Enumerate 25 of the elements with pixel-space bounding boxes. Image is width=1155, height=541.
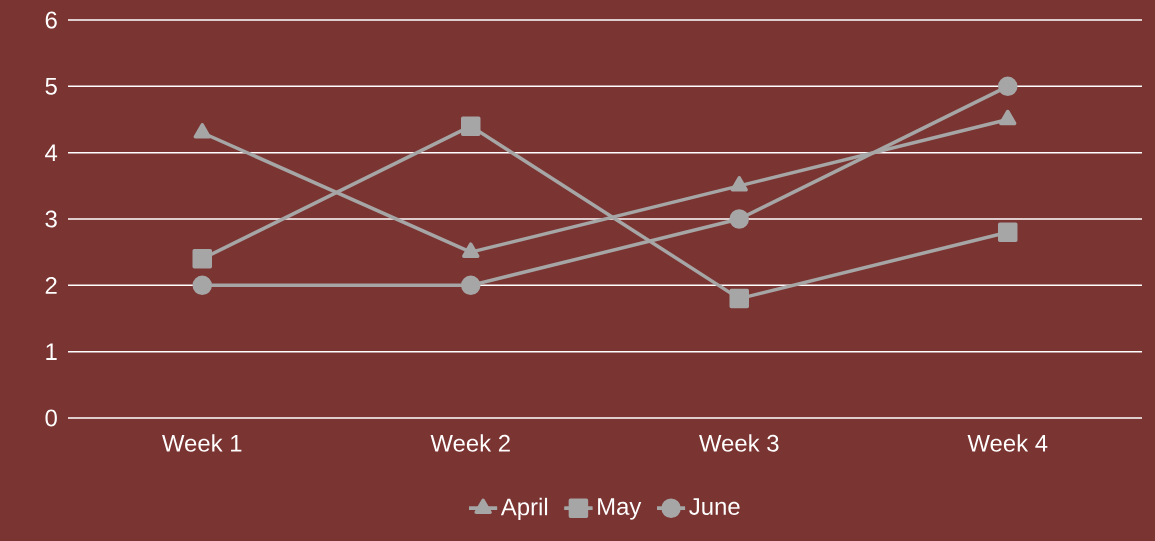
y-tick-label: 2	[45, 276, 57, 294]
point	[192, 249, 212, 269]
y-tick-label: 5	[45, 77, 57, 95]
y-tick-label: 6	[45, 11, 57, 29]
x-tick-label: Week 1	[162, 434, 242, 452]
y-tick-label: 1	[46, 343, 57, 360]
x-tick-label: Week 3	[699, 434, 779, 452]
point	[729, 209, 749, 229]
legend-label: May	[598, 498, 642, 520]
point	[997, 76, 1018, 97]
point	[730, 176, 748, 192]
point	[997, 222, 1018, 243]
point	[193, 123, 211, 139]
point	[461, 275, 481, 296]
y-tick-label: 4	[45, 144, 58, 161]
point	[192, 275, 212, 296]
x-tick-label: Week 2	[430, 434, 510, 452]
y-tick-label: 0	[45, 409, 57, 427]
legend-label: April	[500, 497, 548, 521]
legend-label: June	[689, 498, 740, 515]
point	[729, 288, 749, 309]
point	[461, 116, 481, 136]
point	[999, 109, 1017, 126]
x-tick-label: Week 4	[967, 434, 1048, 452]
y-tick-label: 3	[45, 210, 57, 228]
